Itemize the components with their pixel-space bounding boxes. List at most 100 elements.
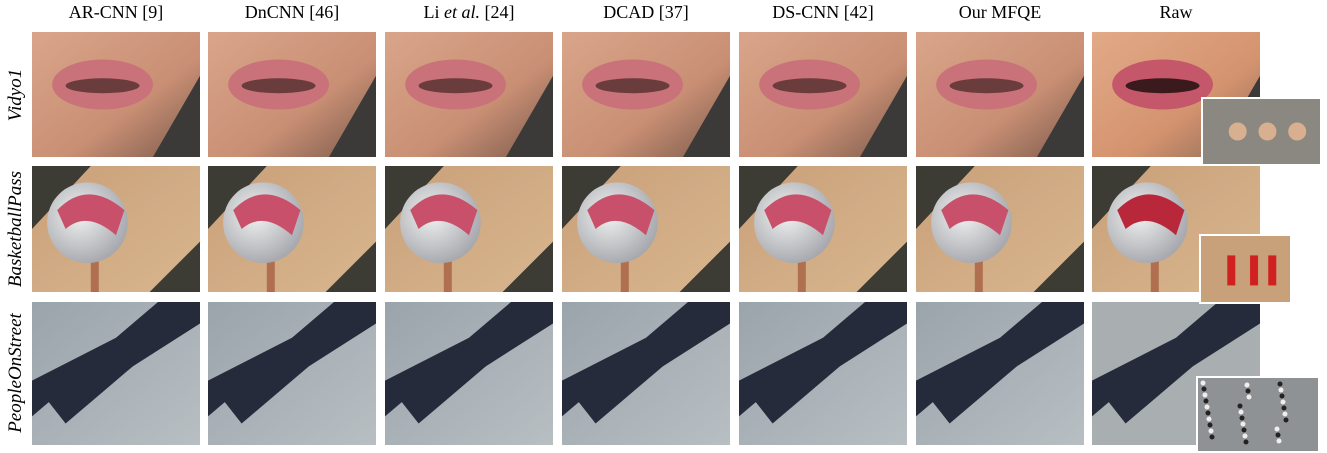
image-tile	[32, 32, 200, 157]
thumbnail	[1196, 376, 1320, 453]
image-tile	[739, 32, 907, 157]
pedestrian	[1204, 404, 1210, 410]
pedestrian	[1208, 428, 1214, 434]
shadow	[916, 166, 1084, 292]
thumbnail-bg	[1196, 376, 1320, 453]
shadow	[208, 302, 376, 424]
shadow	[1092, 302, 1260, 424]
ball-stripe	[941, 194, 1009, 236]
image-tile	[385, 302, 553, 445]
shadow	[916, 302, 1084, 424]
collar	[859, 75, 907, 157]
collar	[682, 75, 730, 157]
column-header: DS-CNN [42]	[772, 2, 874, 22]
image-tile	[916, 32, 1084, 157]
column-header-italic: et al.	[444, 2, 480, 22]
shadow	[32, 166, 200, 292]
image-tile	[1092, 166, 1260, 292]
pedestrian	[1243, 439, 1249, 445]
image-tile	[32, 302, 200, 445]
shadow	[208, 166, 376, 292]
pedestrian	[1279, 393, 1285, 399]
person	[1228, 122, 1247, 141]
leg	[1150, 235, 1159, 292]
shadow	[739, 166, 907, 292]
player	[1250, 255, 1259, 286]
pedestrian	[1245, 388, 1251, 394]
pedestrian	[1202, 392, 1208, 398]
ball-stripe	[410, 194, 478, 236]
pedestrian	[1277, 381, 1283, 387]
collar	[1036, 75, 1084, 157]
pedestrian	[1281, 405, 1287, 411]
image-tile	[562, 302, 730, 445]
mouth	[241, 78, 316, 94]
mouth	[772, 78, 847, 94]
pedestrian	[1283, 417, 1289, 423]
image-tile	[562, 166, 730, 292]
pedestrian	[1238, 409, 1244, 415]
ball-stripe	[57, 194, 125, 236]
mouth	[949, 78, 1024, 94]
pedestrian	[1244, 382, 1250, 388]
column-header: Li et al. [24]	[384, 2, 554, 23]
person	[1288, 122, 1307, 141]
pedestrian	[1239, 415, 1245, 421]
shadow	[385, 166, 553, 292]
mouth	[65, 78, 140, 94]
column-header: DnCNN [46]	[244, 2, 340, 22]
collar	[328, 75, 376, 157]
image-tile	[208, 166, 376, 292]
pedestrian	[1209, 434, 1215, 440]
pedestrian	[1282, 411, 1288, 417]
pedestrian	[1203, 398, 1209, 404]
player	[1268, 255, 1277, 286]
column-header-ref: [24]	[484, 2, 515, 22]
column-header: Our MFQE	[958, 2, 1042, 22]
image-tile	[385, 166, 553, 292]
leg	[90, 235, 99, 292]
collar	[505, 75, 553, 157]
pedestrian	[1242, 433, 1248, 439]
row-label: BasketballPass	[5, 170, 26, 288]
ball-stripe	[587, 194, 655, 236]
column-header-name: Li	[423, 2, 440, 22]
pedestrian	[1200, 380, 1206, 386]
image-tile	[385, 32, 553, 157]
thumbnail-bg	[1199, 234, 1292, 304]
column-header: AR-CNN [9]	[68, 2, 164, 22]
pedestrian	[1237, 403, 1243, 409]
leg	[797, 235, 806, 292]
leg	[620, 235, 629, 292]
shadow	[739, 302, 907, 424]
pedestrian	[1205, 410, 1211, 416]
shadow	[385, 302, 553, 424]
leg	[443, 235, 452, 292]
leg	[974, 235, 983, 292]
pedestrian	[1241, 427, 1247, 433]
ball-stripe	[1117, 194, 1185, 236]
pedestrian	[1276, 438, 1282, 444]
ball-stripe	[233, 194, 301, 236]
person	[1258, 122, 1277, 141]
player	[1227, 255, 1236, 286]
column-header: Raw	[1159, 2, 1193, 22]
pedestrian	[1278, 387, 1284, 393]
mouth	[418, 78, 493, 94]
image-tile	[739, 166, 907, 292]
pedestrian	[1240, 421, 1246, 427]
shadow	[562, 302, 730, 424]
shadow	[32, 302, 200, 424]
pedestrian	[1201, 386, 1207, 392]
image-tile	[208, 302, 376, 445]
mouth	[1125, 78, 1200, 94]
row-label: Vidyo1	[5, 68, 26, 122]
image-tile	[32, 166, 200, 292]
pedestrian	[1280, 399, 1286, 405]
leg	[266, 235, 275, 292]
pedestrian	[1207, 422, 1213, 428]
image-tile	[916, 166, 1084, 292]
row-label: PeopleOnStreet	[5, 313, 26, 433]
collar	[152, 75, 200, 157]
